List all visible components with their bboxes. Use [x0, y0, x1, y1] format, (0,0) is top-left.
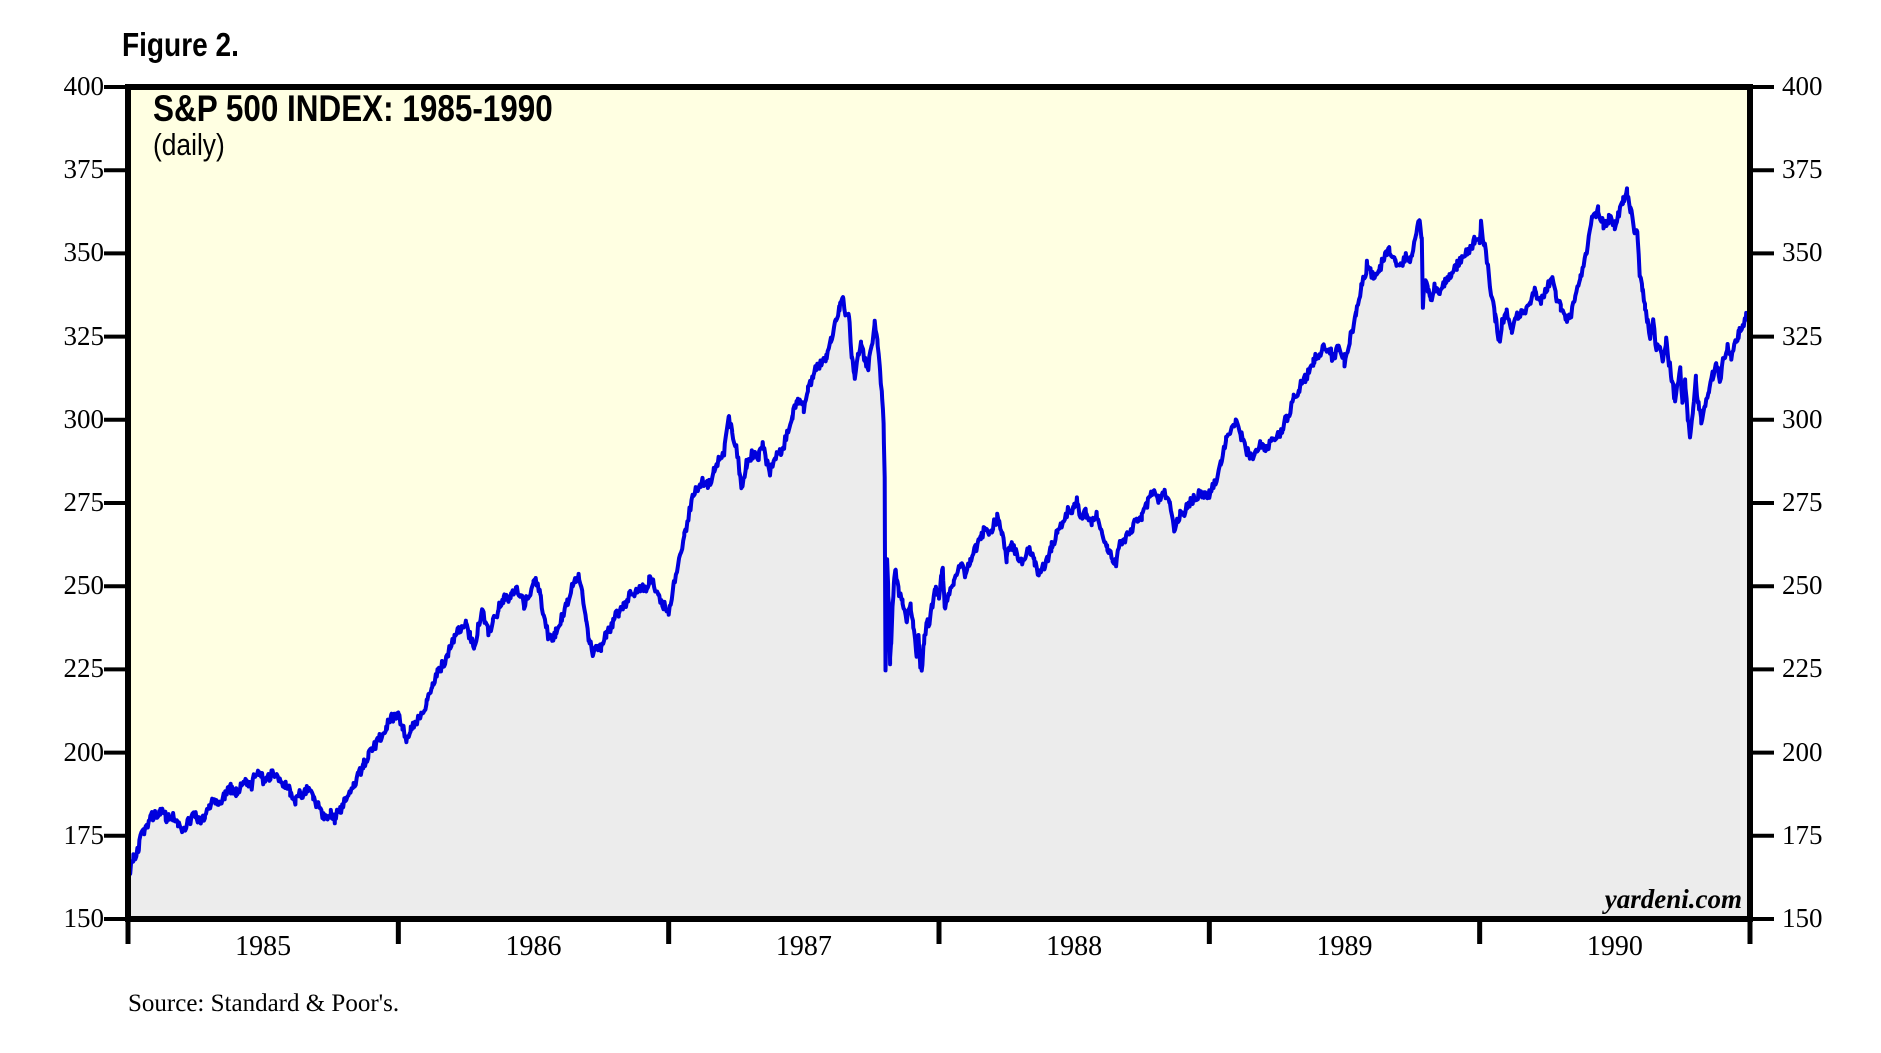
chart-subtitle: (daily): [153, 127, 225, 162]
y-axis-label-left-275: 275: [63, 486, 105, 517]
y-axis-label-right-200: 200: [1782, 736, 1823, 767]
y-axis-label-left-300: 300: [63, 403, 105, 434]
y-axis-label-left-250: 250: [63, 570, 105, 601]
axis-ticks: [104, 85, 1774, 944]
x-axis-label-1989: 1989: [1316, 931, 1373, 962]
y-axis-label-right-300: 300: [1782, 403, 1823, 434]
y-axis-label-right-250: 250: [1782, 570, 1823, 601]
figure-label: Figure 2.: [122, 26, 239, 63]
y-axis-label-left-325: 325: [63, 320, 105, 351]
x-axis-label-1987: 1987: [775, 931, 832, 962]
y-axis-label-right-400: 400: [1782, 70, 1823, 101]
y-axis-label-right-325: 325: [1782, 320, 1823, 351]
price-line: [126, 186, 1752, 879]
y-axis-label-right-175: 175: [1782, 819, 1823, 850]
y-axis-label-left-175: 175: [63, 819, 105, 850]
y-axis-label-left-350: 350: [63, 237, 105, 268]
y-axis-label-left-400: 400: [63, 70, 105, 101]
y-axis-label-left-150: 150: [63, 902, 105, 933]
price-area-fill: [128, 188, 1750, 919]
y-axis-label-left-375: 375: [63, 154, 105, 185]
y-axis-label-right-150: 150: [1782, 902, 1823, 933]
y-axis-label-left-225: 225: [63, 653, 105, 684]
y-axis-label-right-275: 275: [1782, 486, 1823, 517]
x-axis-label-1988: 1988: [1046, 931, 1103, 962]
x-axis-label-1985: 1985: [235, 931, 292, 962]
source-note: Source: Standard & Poor's.: [128, 990, 400, 1017]
y-axis-label-right-225: 225: [1782, 653, 1823, 684]
plot-border: [125, 84, 1753, 922]
watermark-yardeni: yardeni.com: [1604, 884, 1742, 914]
x-axis-label-1990: 1990: [1586, 931, 1643, 962]
y-axis-label-left-200: 200: [63, 736, 105, 767]
x-axis-label-1986: 1986: [505, 931, 562, 962]
chart-title: S&P 500 INDEX: 1985-1990: [153, 88, 553, 129]
y-axis-label-right-350: 350: [1782, 237, 1823, 268]
y-axis-label-right-375: 375: [1782, 154, 1823, 185]
